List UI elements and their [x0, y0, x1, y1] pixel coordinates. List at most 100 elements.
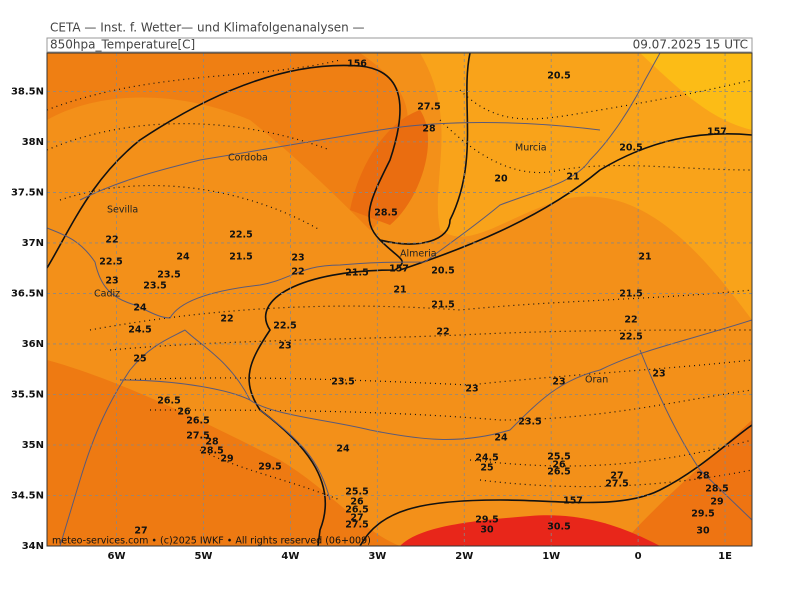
contour-label: 29.5	[258, 462, 281, 473]
contour-label: 28	[205, 437, 219, 448]
contour-label: 27.5	[417, 102, 440, 113]
isotherms	[47, 59, 752, 501]
contour-label: 20.5	[547, 71, 570, 82]
contour-label: 21	[566, 172, 579, 183]
contour-label: 156	[347, 59, 367, 70]
lon-tick-label: 3W	[368, 551, 386, 562]
contour-label: 23	[291, 253, 304, 264]
contour-label: 28.5	[374, 208, 397, 219]
contour-label: 20	[494, 174, 508, 185]
lat-tick-label: 36N	[22, 339, 44, 350]
lon-tick-label: 5W	[194, 551, 212, 562]
contour-label: 26.5	[547, 467, 570, 478]
contour-label: 24.5	[128, 325, 151, 336]
valid-time: 09.07.2025 15 UTC	[633, 38, 748, 52]
map-field: 156 20.5 27.5 28 157 20.5 20 21 28.5 22 22.5 24 21.5…	[47, 53, 752, 547]
contour-label: 27	[350, 513, 363, 524]
contour-label: 26.5	[186, 416, 209, 427]
contour-label: 26.5	[345, 505, 368, 516]
contour-label: 27	[134, 526, 147, 537]
lat-tick-label: 36.5N	[11, 288, 44, 299]
contour-labels: 156 20.5 27.5 28 157 20.5 20 21 28.5 22 22.5 24 21.5…	[99, 59, 728, 537]
contour-label: 24.5	[475, 453, 498, 464]
contour-label: 28.5	[200, 446, 223, 457]
contour-label: 22.5	[99, 257, 122, 268]
city-name: Cordoba	[228, 153, 268, 164]
lon-tick-label: 1W	[542, 551, 560, 562]
contour-label: 30	[480, 525, 494, 536]
contour-label: 29	[220, 454, 233, 465]
contour-label: 21.5	[619, 289, 642, 300]
contour-label: 29.5	[691, 509, 714, 520]
contour-label: 24	[336, 444, 350, 455]
contour-label: 30	[696, 526, 710, 537]
contour-label: 23.5	[331, 377, 354, 388]
lat-tick-label: 35N	[22, 440, 44, 451]
field-dark-core	[350, 110, 429, 225]
contour-label: 22	[436, 327, 449, 338]
contour-label: 22	[220, 314, 233, 325]
contour-label: 24	[494, 433, 508, 444]
lat-tick-label: 38N	[22, 137, 44, 148]
contour-label: 157	[707, 127, 727, 138]
contour-label: 28	[422, 124, 436, 135]
contour-label: 22.5	[619, 332, 642, 343]
contour-label: 23.5	[157, 270, 180, 281]
contour-label: 26	[177, 407, 191, 418]
contour-label: 25	[480, 463, 493, 474]
graticule	[47, 53, 752, 546]
field-hot	[400, 515, 660, 546]
lon-tick-label: 6W	[108, 551, 126, 562]
contour-label: 23	[552, 377, 565, 388]
contour-label: 157	[389, 264, 409, 275]
contour-label: 26	[552, 460, 566, 471]
city-name: Sevilla	[107, 205, 138, 216]
contour-label: 25.5	[345, 487, 368, 498]
city-name: Oran	[585, 375, 608, 386]
lon-tick-label: 0	[635, 551, 642, 562]
city-name: Cadiz	[94, 289, 120, 300]
contour-label: 21	[393, 285, 406, 296]
contour-label: 23.5	[143, 281, 166, 292]
contour-label: 28.5	[705, 484, 728, 495]
coastlines	[47, 53, 752, 546]
contour-label: 23	[278, 341, 291, 352]
contour-label: 23	[652, 369, 665, 380]
footer: meteo-services.com • (c)2025 IWKF • All …	[52, 536, 371, 547]
contour-label: 22.5	[273, 321, 296, 332]
field-dark-nw	[47, 53, 408, 230]
map-frame	[46, 52, 753, 547]
contour-label: 27.5	[345, 520, 368, 531]
contour-label: 23	[105, 276, 118, 287]
contour-label: 23.5	[518, 417, 541, 428]
contour-label: 27.5	[605, 479, 628, 490]
lat-tick-label: 37N	[22, 238, 44, 249]
contour-label: 25	[133, 354, 146, 365]
contour-label: 25.5	[547, 452, 570, 463]
lon-tick-label: 1E	[718, 551, 732, 562]
contour-label: 29	[710, 497, 723, 508]
city-name: Almeria	[400, 249, 437, 260]
contour-label: 22.5	[229, 230, 252, 241]
header-box	[46, 37, 753, 53]
lat-tick-label: 34N	[22, 541, 44, 552]
contour-label: 23	[465, 384, 478, 395]
field-warm-light	[420, 53, 752, 320]
contour-label: 26.5	[157, 396, 180, 407]
contour-label: 21	[638, 252, 651, 263]
axes: 6W 5W 4W 3W 2W 1W 0 1E 38.5N 38N 37.5N 37N 36.5N 36N 3…	[11, 86, 732, 562]
contour-label: 24	[176, 252, 190, 263]
contour-label: 20.5	[619, 143, 642, 154]
parameter: 850hpa_Temperature[C]	[50, 38, 195, 52]
lat-tick-label: 37.5N	[11, 187, 44, 198]
lat-tick-label: 38.5N	[11, 86, 44, 97]
contour-label: 24	[133, 303, 147, 314]
contour-label: 30.5	[547, 522, 570, 533]
contour-label: 26	[350, 497, 364, 508]
lat-tick-label: 34.5N	[11, 490, 44, 501]
contour-label: 157	[563, 496, 583, 507]
contour-label: 22	[624, 315, 637, 326]
contour-label: 22	[105, 235, 118, 246]
